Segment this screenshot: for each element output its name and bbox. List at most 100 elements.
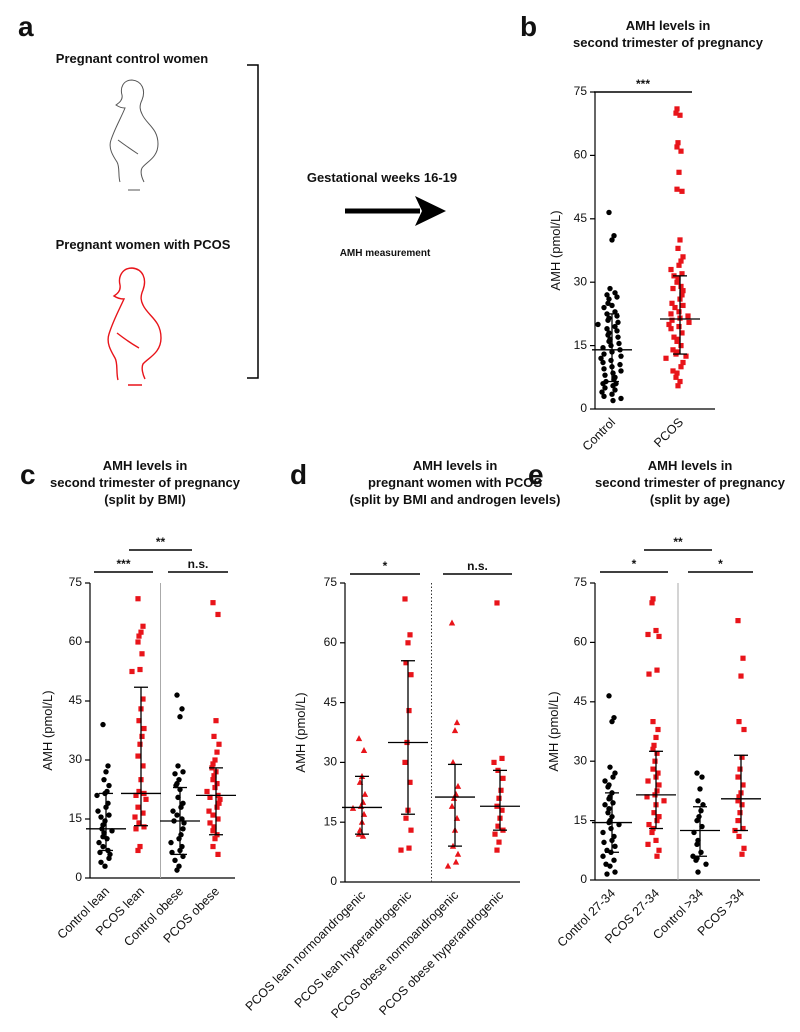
- chart-title: (split by age): [650, 492, 730, 507]
- data-point: [103, 769, 109, 775]
- data-point: [491, 759, 497, 765]
- data-point: [135, 847, 141, 854]
- data-point: [656, 847, 662, 853]
- data-point: [739, 802, 745, 808]
- data-point: [670, 347, 676, 353]
- data-point: [210, 812, 216, 818]
- data-point: [129, 668, 135, 675]
- data-point: [670, 285, 676, 292]
- y-tick-label: 0: [330, 874, 337, 888]
- data-point: [402, 596, 408, 602]
- data-point: [602, 802, 608, 808]
- data-point: [216, 741, 222, 747]
- data-point: [175, 763, 181, 769]
- significance-label: ***: [116, 557, 130, 571]
- data-point: [610, 774, 616, 780]
- data-point: [618, 353, 624, 359]
- data-point: [735, 798, 741, 804]
- data-point: [449, 759, 457, 765]
- data-point: [398, 847, 404, 853]
- y-tick-label: 75: [324, 575, 338, 589]
- data-point: [740, 655, 746, 661]
- y-tick-label: 60: [324, 635, 338, 649]
- data-point: [612, 309, 618, 315]
- data-point: [141, 725, 147, 732]
- y-tick-label: 15: [324, 814, 338, 828]
- data-point: [140, 623, 146, 629]
- data-point: [444, 862, 452, 869]
- panel-letter: c: [20, 459, 36, 490]
- significance-label: *: [632, 557, 637, 571]
- data-point: [678, 148, 684, 154]
- data-point: [492, 831, 498, 837]
- data-point: [214, 749, 220, 755]
- data-point: [740, 782, 746, 788]
- chart-title: second trimester of pregnancy: [50, 475, 241, 490]
- data-point: [217, 796, 223, 802]
- panel-letter: b: [520, 11, 537, 42]
- data-point: [677, 112, 683, 118]
- data-point: [678, 258, 684, 264]
- data-point: [669, 300, 675, 306]
- data-point: [656, 782, 662, 788]
- data-point: [402, 759, 408, 765]
- data-point: [735, 818, 741, 824]
- data-point: [601, 366, 607, 372]
- data-point: [137, 741, 143, 747]
- y-tick-label: 45: [574, 694, 588, 708]
- chart-title: AMH levels in: [648, 458, 733, 473]
- data-point: [406, 707, 412, 714]
- data-point: [600, 359, 606, 366]
- y-axis-label: AMH (pmol/L): [40, 690, 55, 770]
- bracket: [247, 64, 259, 379]
- data-point: [671, 334, 677, 340]
- chart-title: AMH levels in: [626, 18, 711, 33]
- measurement-label: AMH measurement: [340, 248, 431, 259]
- data-point: [601, 839, 607, 846]
- data-point: [653, 837, 659, 843]
- data-point: [603, 861, 609, 867]
- data-point: [448, 802, 456, 809]
- data-point: [605, 332, 611, 338]
- y-axis-label: AMH (pmol/L): [293, 692, 308, 772]
- data-point: [679, 271, 685, 277]
- data-point: [601, 393, 607, 400]
- data-point: [360, 747, 368, 754]
- data-point: [646, 821, 652, 828]
- data-point: [650, 596, 656, 602]
- data-point: [606, 796, 612, 802]
- data-point: [680, 288, 686, 294]
- data-point: [106, 812, 112, 818]
- data-point: [172, 771, 178, 777]
- y-tick-label: 30: [574, 274, 588, 288]
- data-point: [739, 851, 745, 857]
- data-point: [98, 814, 104, 820]
- y-tick-label: 75: [69, 575, 83, 589]
- control-label: Pregnant control women: [56, 51, 208, 66]
- data-point: [180, 826, 186, 832]
- y-tick-label: 75: [574, 575, 588, 589]
- data-point: [608, 825, 614, 832]
- data-point: [214, 804, 220, 810]
- panel-2: d AMH levels in pregnant women with PCOS (s…: [243, 458, 561, 1021]
- data-point: [179, 706, 185, 712]
- data-point: [679, 330, 685, 336]
- data-point: [180, 769, 186, 775]
- data-point: [601, 304, 607, 311]
- data-point: [453, 719, 461, 726]
- y-tick-label: 45: [69, 693, 83, 707]
- data-point: [355, 735, 363, 742]
- data-point: [496, 795, 502, 801]
- data-point: [653, 734, 659, 741]
- panel-3: e AMH levels in second trimester of pregna…: [528, 458, 786, 950]
- y-tick-label: 15: [574, 338, 588, 352]
- data-point: [210, 828, 216, 834]
- significance-label: **: [156, 535, 166, 549]
- data-point: [680, 359, 686, 366]
- data-point: [609, 391, 615, 397]
- data-point: [210, 843, 216, 850]
- data-point: [654, 750, 660, 756]
- data-point: [674, 279, 680, 285]
- data-point: [673, 374, 679, 380]
- data-point: [605, 809, 611, 816]
